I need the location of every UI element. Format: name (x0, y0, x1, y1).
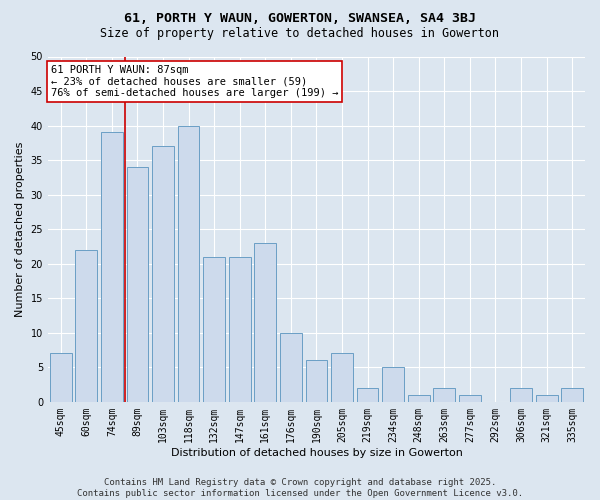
Bar (152, 146, 174, 402)
Bar (536, 395, 557, 402)
Text: Size of property relative to detached houses in Gowerton: Size of property relative to detached ho… (101, 28, 499, 40)
Bar (433, 388, 455, 402)
Bar (254, 243, 276, 402)
Bar (229, 257, 251, 402)
Bar (459, 395, 481, 402)
Y-axis label: Number of detached properties: Number of detached properties (15, 142, 25, 317)
Bar (305, 360, 328, 402)
Bar (50, 354, 71, 402)
Bar (382, 368, 404, 402)
Bar (408, 395, 430, 402)
Text: 61 PORTH Y WAUN: 87sqm
← 23% of detached houses are smaller (59)
76% of semi-det: 61 PORTH Y WAUN: 87sqm ← 23% of detached… (50, 65, 338, 98)
Bar (331, 354, 353, 402)
Bar (101, 132, 123, 402)
X-axis label: Distribution of detached houses by size in Gowerton: Distribution of detached houses by size … (170, 448, 463, 458)
Bar (510, 388, 532, 402)
Bar (357, 388, 379, 402)
Text: Contains HM Land Registry data © Crown copyright and database right 2025.
Contai: Contains HM Land Registry data © Crown c… (77, 478, 523, 498)
Bar (203, 257, 225, 402)
Bar (280, 333, 302, 402)
Bar (76, 250, 97, 402)
Bar (127, 167, 148, 402)
Bar (178, 126, 199, 402)
Text: 61, PORTH Y WAUN, GOWERTON, SWANSEA, SA4 3BJ: 61, PORTH Y WAUN, GOWERTON, SWANSEA, SA4… (124, 12, 476, 26)
Bar (562, 388, 583, 402)
